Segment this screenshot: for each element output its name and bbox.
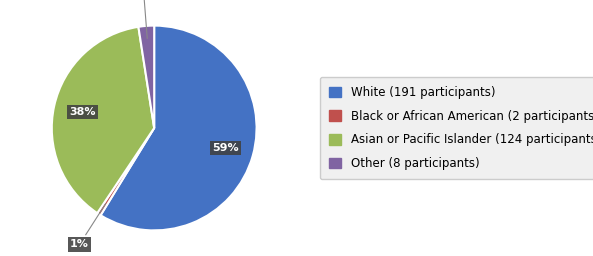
Text: 1%: 1%: [70, 204, 106, 249]
Text: 38%: 38%: [69, 107, 95, 117]
Text: 2%: 2%: [134, 0, 153, 38]
Legend: White (191 participants), Black or African American (2 participants), Asian or P: White (191 participants), Black or Afric…: [320, 77, 593, 179]
Wedge shape: [52, 27, 154, 213]
Wedge shape: [97, 128, 154, 215]
Text: 2%: 2%: [0, 255, 1, 256]
Text: 59%: 59%: [212, 143, 238, 153]
Wedge shape: [138, 26, 154, 128]
Text: 1%: 1%: [0, 255, 1, 256]
Wedge shape: [101, 26, 257, 230]
